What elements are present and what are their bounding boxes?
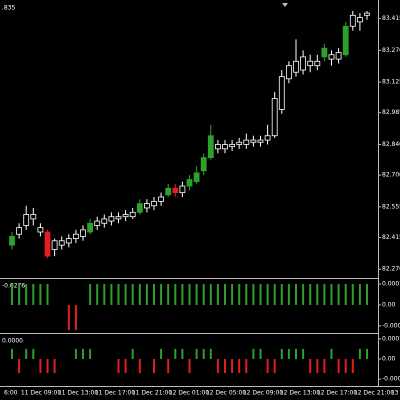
candle-body — [115, 216, 122, 220]
corner-label: .835 — [2, 5, 16, 12]
y-tick-label: 0.00 — [382, 301, 396, 308]
x-tick-label: 11 Dec 17:00 — [95, 390, 136, 397]
candle-body — [207, 135, 214, 159]
candle-body — [143, 203, 150, 209]
candle-body — [122, 214, 129, 218]
candle-body — [356, 17, 363, 23]
candle-body — [214, 144, 221, 150]
candle-body — [222, 144, 228, 150]
candle-body — [257, 139, 264, 143]
x-tick-label: 12 Dec 21:00 — [354, 390, 395, 397]
y-tick-label: 83.415 — [382, 15, 400, 22]
y-tick-label: 82.700 — [382, 172, 400, 179]
candle-body — [44, 231, 51, 257]
x-tick-label: 11 Dec 13:00 — [58, 390, 99, 397]
corner-label: 0.0000 — [2, 338, 23, 345]
y-tick-label: 0.0001 — [382, 281, 400, 288]
x-tick-label: 12 Dec 01:00 — [169, 390, 210, 397]
candle-body — [264, 135, 271, 141]
candle-body — [364, 12, 370, 16]
candle-body — [250, 139, 257, 143]
candle-body — [278, 76, 285, 110]
x-tick-label: 11 Dec 09:00 — [21, 390, 62, 397]
y-tick-label: 82.270 — [382, 266, 400, 273]
candle-body — [300, 56, 307, 71]
candle-body — [16, 227, 23, 235]
candle-body — [80, 229, 86, 237]
candle-body — [158, 196, 165, 202]
candle-body — [101, 218, 108, 224]
candle-body — [94, 220, 101, 226]
x-tick-label: 12 Dec 09:00 — [243, 390, 284, 397]
x-tick-label: 12 Dec 17:00 — [317, 390, 358, 397]
y-tick-label: -0.0001 — [382, 376, 400, 383]
candle-body — [271, 98, 278, 137]
candle-body — [9, 236, 15, 246]
candle-body — [136, 203, 143, 213]
y-tick-label: -0.0001 — [382, 322, 400, 329]
candle-body — [30, 214, 37, 220]
candle-body — [87, 222, 93, 233]
candle-body — [293, 60, 299, 73]
candle-body — [58, 240, 65, 246]
candle-body — [236, 141, 243, 145]
candle-body — [342, 25, 349, 56]
candle-body — [285, 65, 292, 80]
candle-body — [307, 60, 314, 67]
candle-body — [165, 187, 172, 196]
y-tick-label: 83.270 — [382, 47, 400, 54]
candle-body — [193, 172, 200, 183]
candle-body — [172, 187, 179, 194]
y-tick-label: 82.555 — [382, 203, 400, 210]
x-tick-label: 12 Dec 13:00 — [280, 390, 321, 397]
y-tick-label: 82.840 — [382, 141, 400, 148]
candle-body — [108, 216, 115, 222]
x-tick-label: 6:00 — [4, 390, 18, 397]
x-tick-label: 13 Dec 01:00 — [391, 390, 400, 397]
corner-label: -0.0276 — [2, 283, 25, 290]
candle-body — [73, 233, 79, 239]
x-tick-label: 12 Dec 05:00 — [206, 390, 247, 397]
candle-body — [179, 185, 186, 194]
y-tick-label: 0.00 — [382, 355, 396, 362]
y-tick-label: 82.415 — [382, 234, 400, 241]
candle-body — [129, 211, 136, 218]
y-tick-label: 83.125 — [382, 79, 400, 86]
candle-body — [186, 179, 193, 187]
y-tick-label: 82.985 — [382, 109, 400, 116]
candle-body — [335, 52, 342, 60]
candle-body — [321, 47, 328, 58]
candle-body — [243, 139, 250, 145]
candle-body — [23, 214, 30, 226]
x-tick-label: 11 Dec 21:00 — [132, 390, 173, 397]
candle-body — [151, 200, 157, 207]
candle-body — [328, 54, 335, 60]
y-tick-label: 0.0001 — [382, 335, 400, 342]
candle-body — [51, 240, 58, 250]
candle-body — [349, 14, 356, 27]
candle-body — [65, 238, 72, 244]
candle-body — [229, 144, 236, 148]
candle-body — [200, 157, 207, 172]
candle-body — [37, 227, 44, 233]
shift-marker — [282, 3, 288, 7]
candle-body — [314, 60, 321, 67]
